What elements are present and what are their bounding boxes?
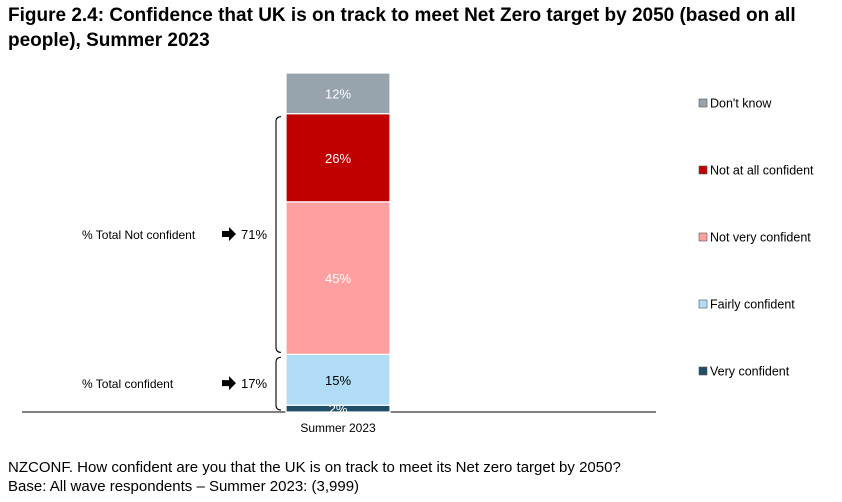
data-label-don-t-know: 12% <box>325 86 351 101</box>
annotation-label-total-confident: % Total confident <box>82 377 174 391</box>
legend-label-not-at-all-confident: Not at all confident <box>710 164 814 178</box>
legend-swatch-don-t-know <box>698 98 708 108</box>
legend-label-very-confident: Very confident <box>710 365 790 379</box>
arrow-right-icon <box>222 227 236 242</box>
chart-title: Figure 2.4: Confidence that UK is on tra… <box>8 5 796 51</box>
annotation-value-total-confident: 17% <box>241 376 267 391</box>
bar-segment-not-at-all-confident <box>285 113 391 203</box>
legend-label-don-t-know: Don't know <box>710 97 772 111</box>
data-label-fairly-confident: 15% <box>325 373 351 388</box>
data-label-not-very-confident: 45% <box>325 271 351 286</box>
annotations-layer: % Total Not confident 71% % Total confiden… <box>82 116 282 411</box>
bracket-total-not-confident <box>275 116 282 353</box>
bar-segment-fairly-confident <box>285 353 391 406</box>
legend-label-not-very-confident: Not very confident <box>710 231 811 245</box>
arrow-right-icon <box>222 376 236 391</box>
legend-swatch-fairly-confident <box>698 299 708 309</box>
data-label-not-at-all-confident: 26% <box>325 151 351 166</box>
bracket-total-confident <box>275 356 282 411</box>
legend-swatch-not-very-confident <box>698 232 708 242</box>
base-note: Base: All wave respondents – Summer 2023… <box>8 478 360 495</box>
x-tick-label: Summer 2023 <box>300 421 376 435</box>
bar-segment-don-t-know <box>285 72 391 115</box>
bars-layer: 2%15%45%26%12%Summer 2023 <box>22 72 656 435</box>
legend-swatch-very-confident <box>698 366 708 376</box>
annotation-value-total-not-confident: 71% <box>241 227 267 242</box>
question-note: NZCONF. How confident are you that the U… <box>8 459 621 476</box>
legend-swatch-not-at-all-confident <box>698 165 708 175</box>
legend: Don't know Not at all confident Not very c… <box>698 97 814 379</box>
legend-label-fairly-confident: Fairly confident <box>710 298 795 312</box>
annotation-label-total-not-confident: % Total Not confident <box>82 228 196 242</box>
